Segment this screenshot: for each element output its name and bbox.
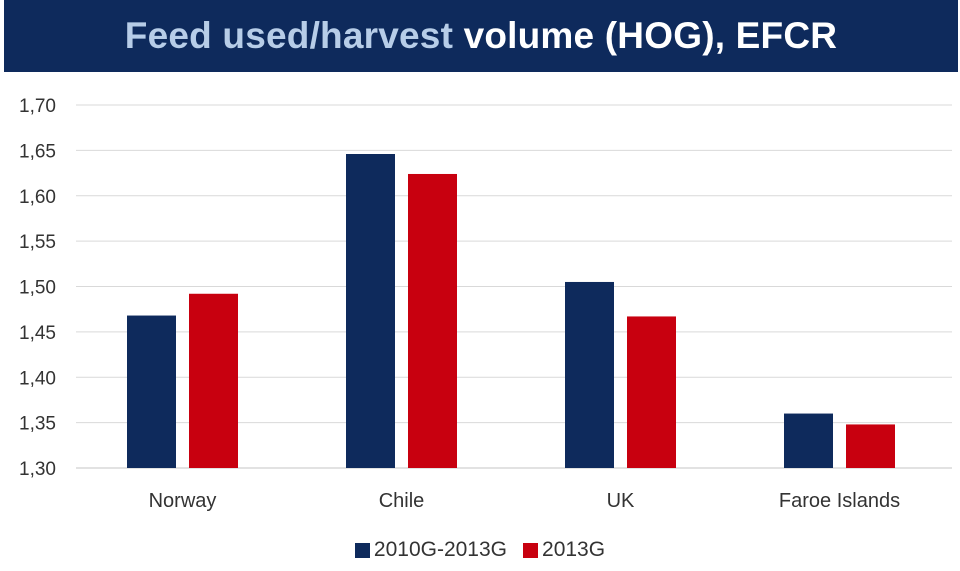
- title-bar: Feed used/harvest volume (HOG), EFCR: [4, 0, 958, 72]
- legend-swatch-series-1: [354, 542, 370, 558]
- legend-item-series-1: 2010G-2013G: [354, 538, 508, 562]
- bar-series-1: [784, 413, 833, 468]
- y-tick-label: 1,40: [19, 368, 56, 389]
- legend: 2010G-2013G 2013G: [0, 538, 960, 562]
- bar-series-1: [346, 154, 395, 468]
- y-tick-label: 1,65: [19, 141, 56, 162]
- legend-label-series-1: 2010G-2013G: [373, 538, 508, 561]
- bar-series-1: [565, 281, 614, 468]
- y-tick-label: 1,70: [19, 96, 56, 117]
- x-category-label: Norway: [149, 490, 217, 512]
- x-category-label: UK: [607, 490, 635, 512]
- x-axis-category-labels: Norway Chile UK Faroe Islands: [149, 490, 900, 512]
- bar-series-2: [189, 293, 238, 468]
- chart-title: Feed used/harvest volume (HOG), EFCR: [125, 15, 837, 57]
- y-tick-label: 1,35: [19, 414, 56, 435]
- y-tick-label: 1,50: [19, 278, 56, 299]
- y-tick-label: 1,60: [19, 187, 56, 208]
- chart-title-highlight: Feed used/harvest: [124, 15, 454, 56]
- y-tick-label: 1,30: [19, 459, 56, 480]
- legend-label-series-2: 2013G: [542, 538, 606, 561]
- x-category-label: Faroe Islands: [779, 490, 900, 512]
- y-tick-label: 1,55: [19, 232, 56, 253]
- chart-title-rest: volume (HOG), EFCR: [453, 15, 838, 56]
- x-category-label: Chile: [379, 490, 425, 512]
- y-axis-tick-labels: 1,30 1,35 1,40 1,45 1,50 1,55 1,60 1,65 1,70: [19, 96, 56, 480]
- y-tick-label: 1,45: [19, 323, 56, 344]
- bar-series-1: [127, 315, 176, 468]
- bar-series-2: [846, 424, 895, 468]
- bar-series-2: [627, 316, 676, 468]
- bar-chart: 1,30 1,35 1,40 1,45 1,50 1,55 1,60 1,65 1,70 Nor…: [19, 96, 952, 512]
- legend-item-series-2: 2013G: [523, 538, 605, 562]
- bar-series-2: [408, 173, 457, 468]
- legend-swatch-series-2: [523, 542, 539, 558]
- bars: [127, 154, 895, 468]
